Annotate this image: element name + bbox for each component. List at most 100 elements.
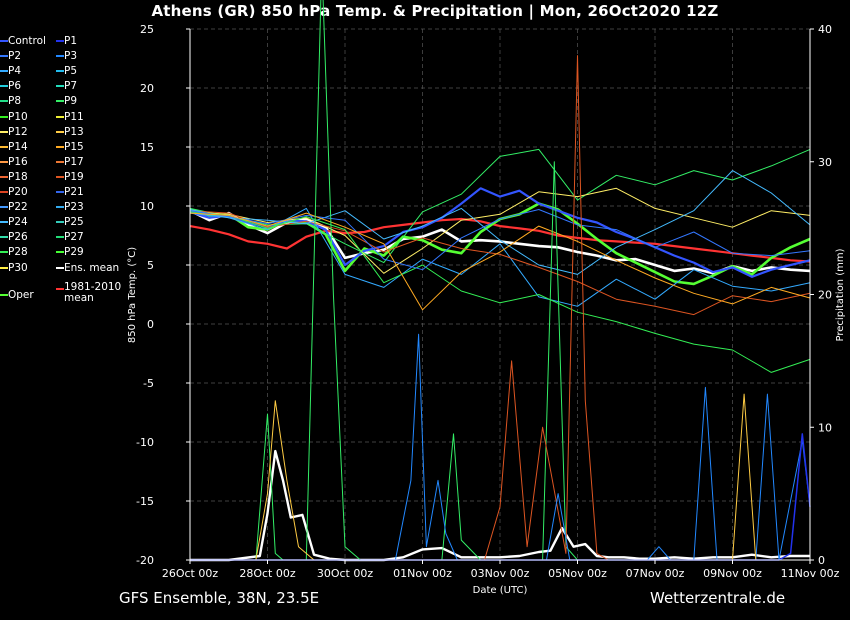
series-line bbox=[189, 148, 811, 264]
legend-swatch bbox=[0, 236, 8, 239]
legend-swatch bbox=[0, 221, 8, 224]
axes: -20 -15 -10 -5 0 5 10 15 20 25 0 10 20 30 40 26Oct 00z 2… bbox=[127, 23, 846, 596]
legend-swatch bbox=[56, 145, 64, 148]
legend-swatch bbox=[56, 287, 64, 290]
y-tick-label: 5 bbox=[147, 259, 154, 272]
legend-swatch bbox=[0, 206, 8, 209]
legend-swatch bbox=[0, 55, 8, 58]
legend-swatch bbox=[56, 55, 64, 58]
x-tick-label: 11Nov 00z bbox=[781, 567, 840, 580]
legend-swatch bbox=[56, 236, 64, 239]
y-tick-label: -10 bbox=[136, 436, 154, 449]
x-axis-label: Date (UTC) bbox=[473, 585, 528, 596]
legend-swatch bbox=[0, 130, 8, 133]
legend-swatch bbox=[0, 293, 8, 296]
legend-label: P24 bbox=[8, 216, 28, 229]
y2-tick-label: 20 bbox=[818, 289, 832, 302]
legend-label: P10 bbox=[8, 110, 28, 123]
legend-label: P9 bbox=[64, 95, 78, 108]
legend-label: P26 bbox=[8, 231, 28, 244]
x-tick-label: 03Nov 00z bbox=[471, 567, 530, 580]
series-line bbox=[189, 170, 811, 275]
y-axis-label: 850 hPa Temp. (°C) bbox=[127, 247, 138, 343]
legend-label: P14 bbox=[8, 140, 28, 153]
legend-label: P8 bbox=[8, 95, 22, 108]
legend-swatch bbox=[56, 70, 64, 73]
x-tick-label: 28Oct 00z bbox=[239, 567, 296, 580]
footer-source: Wetterzentrale.de bbox=[650, 589, 786, 607]
legend-swatch bbox=[0, 191, 8, 193]
x-tick-label: 07Nov 00z bbox=[626, 567, 685, 580]
legend-label: P7 bbox=[64, 80, 78, 93]
chart-title: Athens (GR) 850 hPa Temp. & Precipitatio… bbox=[151, 2, 719, 20]
y2-tick-label: 10 bbox=[818, 421, 832, 434]
legend-swatch bbox=[56, 130, 64, 133]
legend-label: P18 bbox=[8, 170, 28, 183]
y-tick-label: 20 bbox=[140, 82, 154, 95]
legend-label: P19 bbox=[64, 170, 84, 183]
series-line bbox=[189, 217, 811, 263]
legend-swatch bbox=[56, 85, 64, 88]
legend-swatch bbox=[56, 40, 64, 42]
legend-label: P15 bbox=[64, 140, 84, 153]
legend-label: P16 bbox=[8, 155, 28, 168]
legend-swatch bbox=[0, 175, 8, 178]
series-line bbox=[189, 210, 811, 316]
series-line bbox=[189, 207, 811, 307]
legend-swatch bbox=[0, 266, 8, 269]
legend-label: P21 bbox=[64, 186, 84, 198]
y2-tick-label: 40 bbox=[818, 23, 832, 36]
legend-swatch bbox=[56, 175, 64, 178]
legend-swatch bbox=[56, 266, 64, 269]
legend-label: P1 bbox=[64, 35, 78, 47]
x-tick-label: 09Nov 00z bbox=[703, 567, 762, 580]
legend-label: Oper bbox=[8, 288, 34, 301]
legend-swatch bbox=[0, 145, 8, 148]
legend-swatch bbox=[0, 100, 8, 103]
legend-label: P12 bbox=[8, 125, 28, 138]
y-tick-label: -20 bbox=[136, 554, 154, 567]
legend-swatch bbox=[0, 85, 8, 88]
legend-swatch bbox=[0, 115, 8, 118]
x-tick-label: 30Oct 00z bbox=[317, 567, 374, 580]
series-line bbox=[189, 209, 811, 271]
legend-swatch bbox=[56, 191, 64, 193]
legend-swatch bbox=[56, 115, 64, 118]
legend-label: P25 bbox=[64, 216, 84, 229]
y2-tick-label: 30 bbox=[818, 156, 832, 169]
series-line bbox=[189, 187, 811, 274]
series-line bbox=[190, 393, 810, 561]
x-tick-label: 01Nov 00z bbox=[393, 567, 452, 580]
legend-swatch bbox=[56, 160, 64, 163]
y-tick-label: 25 bbox=[140, 23, 154, 36]
legend-label: P20 bbox=[8, 186, 28, 198]
legend-swatch bbox=[0, 160, 8, 163]
legend-label: P5 bbox=[64, 65, 78, 78]
legend-swatch bbox=[0, 70, 8, 73]
legend-swatch bbox=[56, 221, 64, 224]
legend-label: Control bbox=[8, 35, 46, 47]
series-line bbox=[189, 212, 811, 311]
y2-tick-label: 0 bbox=[818, 554, 825, 567]
legend-label: P30 bbox=[8, 261, 28, 274]
legend-label: P2 bbox=[8, 50, 22, 63]
legend-label: P22 bbox=[8, 201, 28, 214]
y-tick-label: 10 bbox=[140, 200, 154, 213]
legend-label: P23 bbox=[64, 201, 84, 214]
legend-label: P27 bbox=[64, 231, 84, 244]
series-layer bbox=[189, 0, 811, 562]
series-line bbox=[190, 449, 810, 562]
legend-label: Ens. mean bbox=[64, 261, 120, 274]
x-tick-label: 26Oct 00z bbox=[162, 567, 219, 580]
legend-swatch bbox=[56, 100, 64, 103]
legend-label: P17 bbox=[64, 155, 84, 168]
legend-label: P3 bbox=[64, 50, 78, 63]
legend-label: 1981-2010 mean bbox=[64, 280, 122, 304]
legend-label: P13 bbox=[64, 125, 84, 138]
series-line bbox=[189, 211, 811, 373]
legend-swatch bbox=[56, 251, 64, 254]
legend-swatch bbox=[56, 206, 64, 209]
legend-label: P4 bbox=[8, 65, 22, 78]
legend-label: P6 bbox=[8, 80, 22, 93]
